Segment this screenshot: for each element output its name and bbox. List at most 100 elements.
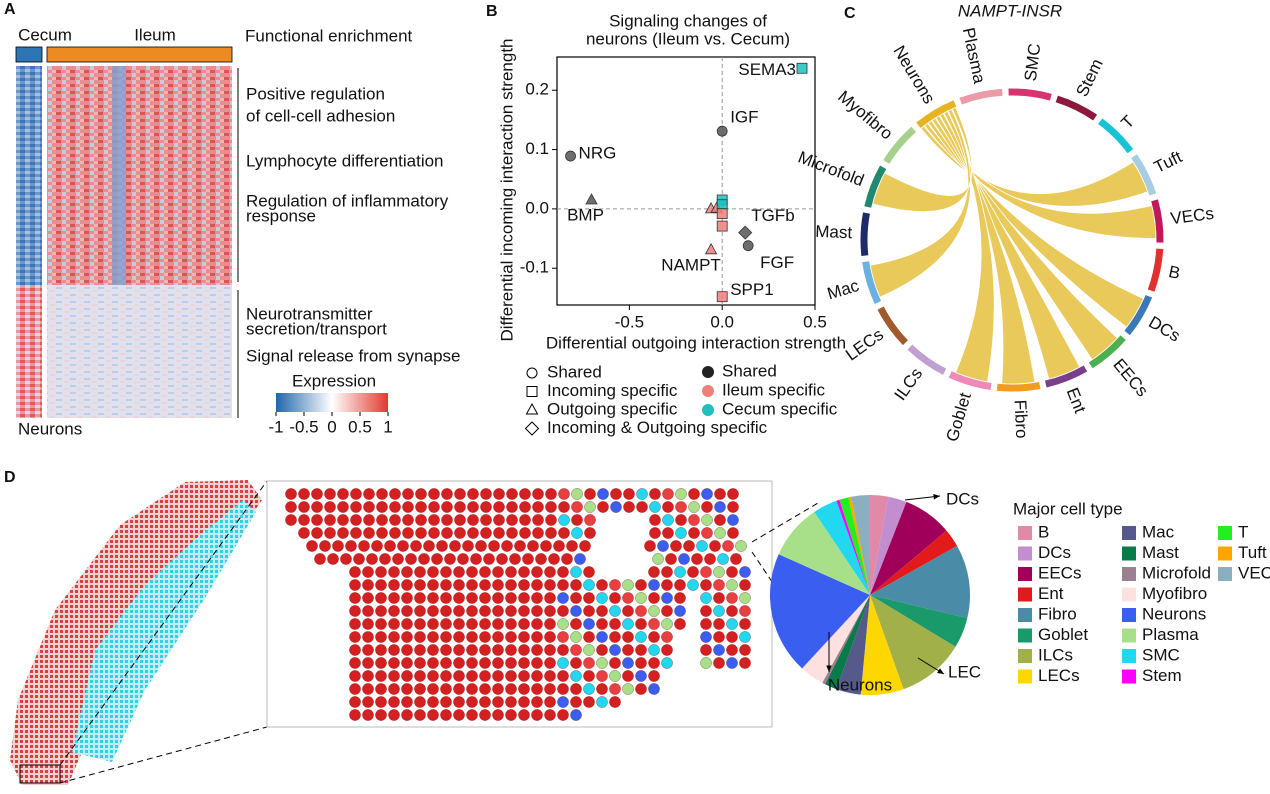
chord-label: LECs	[842, 325, 887, 365]
chord-label: Myofibro	[834, 87, 896, 144]
spot	[727, 488, 739, 500]
spot	[657, 540, 669, 552]
legend-symbol	[525, 402, 539, 415]
spot	[414, 605, 426, 617]
spot	[349, 709, 361, 721]
spot	[700, 579, 712, 591]
spot	[388, 631, 400, 643]
spot	[431, 553, 443, 565]
spot	[652, 553, 664, 565]
spot	[414, 657, 426, 669]
annotation: DCs	[946, 489, 979, 508]
spot	[739, 592, 751, 604]
spot	[453, 618, 465, 630]
spot	[492, 618, 504, 630]
spot	[362, 670, 374, 682]
spot	[441, 514, 453, 526]
spot	[596, 683, 608, 695]
spot	[324, 514, 336, 526]
chord-ribbon	[872, 106, 973, 212]
point-label: SEMA3	[738, 60, 796, 79]
spot	[622, 592, 634, 604]
spot	[362, 683, 374, 695]
spot	[428, 501, 440, 513]
spot	[648, 657, 660, 669]
spot	[479, 605, 491, 617]
legend-symbol	[524, 421, 540, 436]
spot	[324, 501, 336, 513]
spot	[402, 501, 414, 513]
chord-arc	[907, 344, 947, 375]
legend-label: Neurons	[1142, 604, 1206, 623]
spot	[557, 631, 569, 643]
spot	[644, 540, 656, 552]
spot	[544, 592, 556, 604]
legend-label: Microfold	[1142, 563, 1211, 582]
spot	[324, 527, 336, 539]
spot	[414, 644, 426, 656]
spot	[479, 670, 491, 682]
spot	[687, 566, 699, 578]
spot	[453, 631, 465, 643]
spot	[467, 514, 479, 526]
chord-arc	[864, 165, 887, 208]
legend-swatch	[1018, 628, 1032, 643]
spot	[389, 527, 401, 539]
pie-slice	[870, 545, 970, 619]
spot	[622, 579, 634, 591]
pie-slice	[839, 497, 870, 595]
spot	[453, 566, 465, 578]
legend-label: Ileum specific	[722, 380, 825, 399]
chord-arc	[948, 371, 992, 390]
spot	[440, 566, 452, 578]
spot	[726, 579, 738, 591]
chart-title: Signaling changes of	[609, 11, 767, 30]
legend-swatch	[1218, 567, 1232, 581]
legend-label: ILCs	[1038, 645, 1073, 664]
spot	[735, 540, 747, 552]
spot	[596, 631, 608, 643]
spot	[427, 592, 439, 604]
pie-slice	[814, 500, 870, 595]
spot	[635, 605, 647, 617]
spot	[362, 579, 374, 591]
spot	[622, 657, 634, 669]
spot	[661, 592, 673, 604]
chord-arc	[877, 306, 909, 346]
spot	[545, 514, 557, 526]
spot	[584, 501, 596, 513]
zoom-box	[19, 764, 61, 784]
spot	[402, 488, 414, 500]
colorbar-tick-label: 0	[327, 417, 336, 436]
spot	[388, 566, 400, 578]
spot	[479, 618, 491, 630]
spot	[518, 696, 530, 708]
spot	[363, 527, 375, 539]
spot	[727, 514, 739, 526]
spot	[505, 579, 517, 591]
spot	[427, 631, 439, 643]
spot	[596, 657, 608, 669]
spot	[505, 644, 517, 656]
spot	[557, 618, 569, 630]
chord-arc	[996, 381, 1041, 392]
spot	[622, 631, 634, 643]
spot	[492, 592, 504, 604]
spot	[466, 618, 478, 630]
spot	[531, 709, 543, 721]
spot	[362, 709, 374, 721]
spot	[410, 540, 422, 552]
spot	[610, 488, 622, 500]
spot	[440, 592, 452, 604]
spot	[636, 488, 648, 500]
spot	[648, 605, 660, 617]
spot	[726, 657, 738, 669]
spot	[362, 592, 374, 604]
spot	[609, 644, 621, 656]
spot	[427, 605, 439, 617]
spot	[558, 501, 570, 513]
spot	[709, 540, 721, 552]
spot	[674, 579, 686, 591]
spot	[501, 540, 513, 552]
spot	[285, 488, 297, 500]
